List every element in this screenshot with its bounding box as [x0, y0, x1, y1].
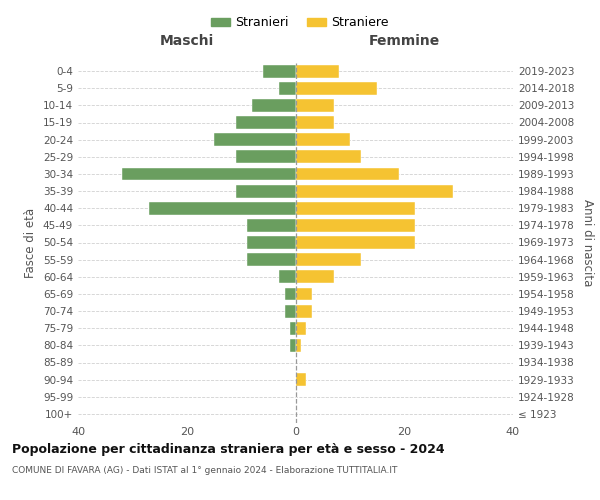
Bar — [284, 304, 296, 318]
Text: COMUNE DI FAVARA (AG) - Dati ISTAT al 1° gennaio 2024 - Elaborazione TUTTITALIA.: COMUNE DI FAVARA (AG) - Dati ISTAT al 1°… — [12, 466, 397, 475]
Bar — [296, 82, 377, 94]
Bar — [236, 184, 296, 198]
Bar — [296, 322, 307, 334]
Bar — [290, 339, 296, 352]
Bar — [236, 150, 296, 163]
Bar — [247, 236, 296, 249]
Bar — [296, 373, 307, 386]
Bar — [296, 219, 415, 232]
Text: Femmine: Femmine — [368, 34, 440, 48]
Bar — [296, 339, 301, 352]
Bar — [296, 270, 334, 283]
Legend: Stranieri, Straniere: Stranieri, Straniere — [206, 11, 394, 34]
Text: Maschi: Maschi — [160, 34, 214, 48]
Bar — [252, 99, 296, 112]
Bar — [296, 64, 339, 78]
Bar — [121, 168, 296, 180]
Text: Popolazione per cittadinanza straniera per età e sesso - 2024: Popolazione per cittadinanza straniera p… — [12, 442, 445, 456]
Bar — [296, 253, 361, 266]
Bar — [296, 202, 415, 214]
Bar — [296, 116, 334, 129]
Bar — [296, 184, 453, 198]
Bar — [296, 236, 415, 249]
Bar — [247, 219, 296, 232]
Bar — [296, 99, 334, 112]
Bar — [279, 270, 296, 283]
Bar — [290, 322, 296, 334]
Bar — [284, 288, 296, 300]
Bar — [247, 253, 296, 266]
Bar — [214, 133, 296, 146]
Bar — [149, 202, 296, 214]
Bar — [296, 168, 399, 180]
Y-axis label: Fasce di età: Fasce di età — [25, 208, 37, 278]
Bar — [296, 150, 361, 163]
Bar — [296, 288, 312, 300]
Bar — [263, 64, 296, 78]
Bar — [236, 116, 296, 129]
Y-axis label: Anni di nascita: Anni di nascita — [581, 199, 594, 286]
Bar — [296, 133, 350, 146]
Bar — [279, 82, 296, 94]
Bar — [296, 304, 312, 318]
